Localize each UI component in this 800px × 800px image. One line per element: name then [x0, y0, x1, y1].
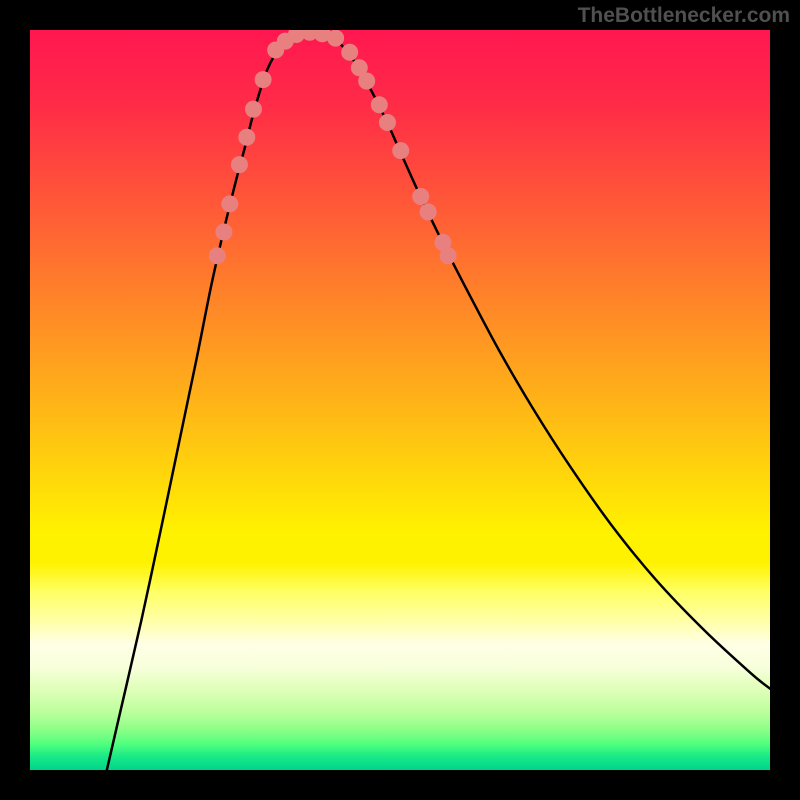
data-marker — [420, 204, 436, 220]
data-marker — [255, 72, 271, 88]
data-marker — [245, 101, 261, 117]
data-marker — [359, 73, 375, 89]
data-marker — [440, 248, 456, 264]
data-marker — [393, 143, 409, 159]
data-marker — [328, 30, 344, 46]
data-marker — [413, 189, 429, 205]
data-marker — [216, 224, 232, 240]
data-marker — [371, 97, 387, 113]
curve-layer — [30, 30, 770, 770]
chart-container: TheBottlenecker.com — [0, 0, 800, 800]
watermark-text: TheBottlenecker.com — [578, 4, 790, 28]
plot-area — [30, 30, 770, 770]
data-marker — [379, 115, 395, 131]
data-marker — [342, 44, 358, 60]
data-marker — [209, 248, 225, 264]
data-marker — [222, 196, 238, 212]
data-marker — [231, 157, 247, 173]
bottleneck-curve — [97, 32, 770, 770]
data-marker — [239, 129, 255, 145]
